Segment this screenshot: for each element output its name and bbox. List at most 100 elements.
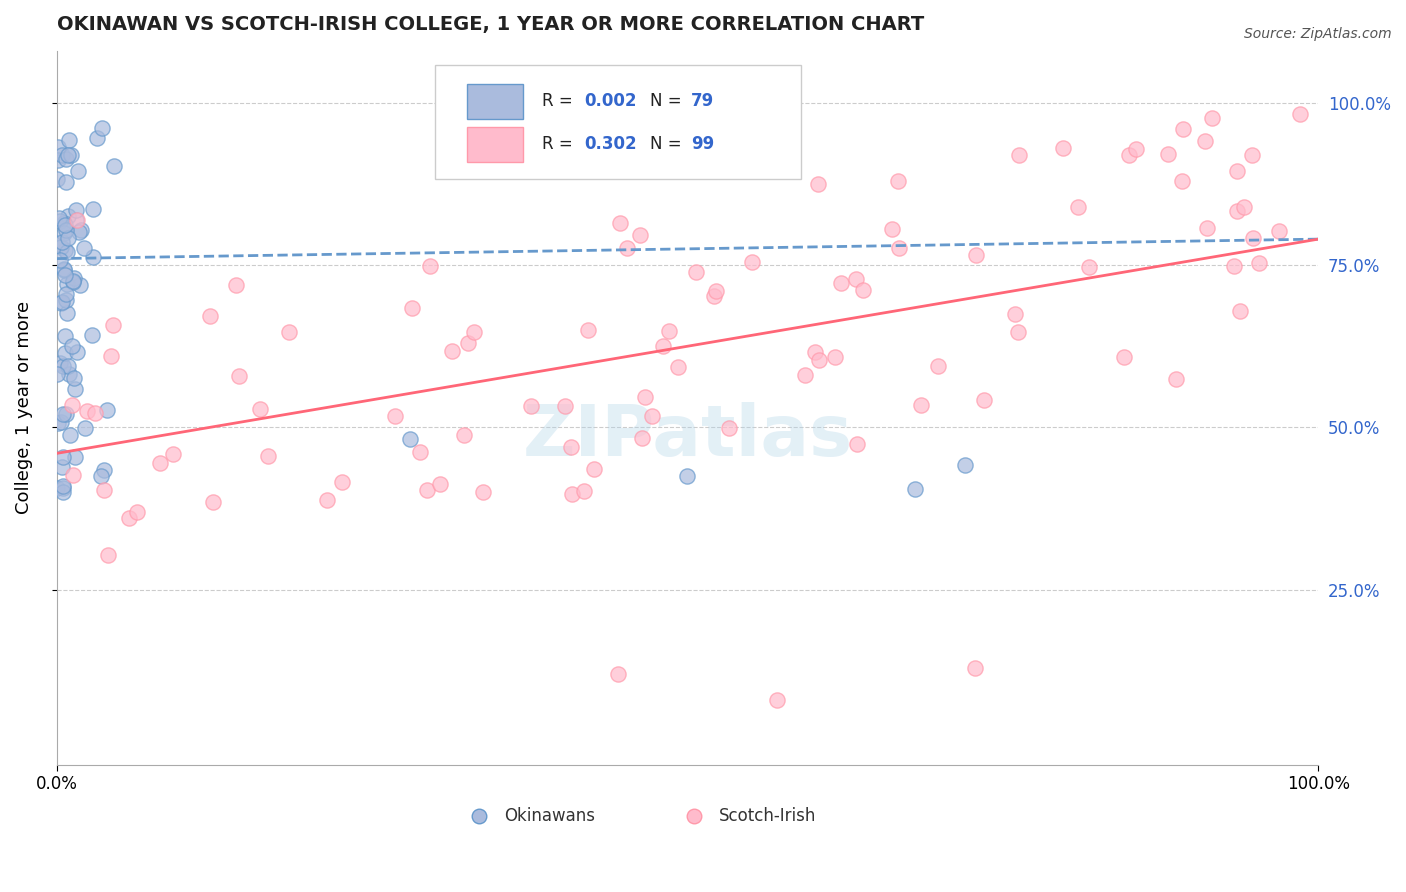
- Point: [53, 268, 76, 282]
- Point: [75, 420, 97, 434]
- Point: [953, 458, 976, 472]
- Point: [65, 213, 87, 227]
- Point: [90, 469, 112, 483]
- Point: [685, 265, 707, 279]
- Point: [51, 240, 73, 254]
- Point: [576, 323, 599, 337]
- Point: [880, 222, 903, 236]
- Point: [97, 549, 120, 563]
- Point: [82, 328, 104, 343]
- Point: [53, 219, 76, 233]
- Point: [1007, 325, 1029, 339]
- Point: [55, 293, 77, 308]
- Point: [641, 409, 664, 424]
- Text: OKINAWAN VS SCOTCH-IRISH COLLEGE, 1 YEAR OR MORE CORRELATION CHART: OKINAWAN VS SCOTCH-IRISH COLLEGE, 1 YEAR…: [56, 15, 924, 34]
- Point: [56, 231, 79, 245]
- Point: [46, 368, 69, 382]
- Point: [60, 339, 83, 353]
- Point: [1118, 147, 1140, 161]
- Point: [56, 148, 79, 162]
- Point: [46, 236, 69, 251]
- Point: [51, 148, 73, 162]
- Point: [886, 174, 908, 188]
- Point: [66, 345, 89, 359]
- Point: [52, 479, 75, 493]
- Point: [830, 276, 852, 290]
- Point: [69, 278, 91, 293]
- Point: [766, 693, 789, 707]
- Bar: [467, 85, 523, 119]
- Point: [62, 275, 84, 289]
- Point: [52, 216, 75, 230]
- Point: [46, 139, 69, 153]
- Point: [399, 432, 422, 446]
- Point: [100, 349, 122, 363]
- Point: [149, 456, 172, 470]
- Point: [658, 324, 681, 338]
- Point: [704, 285, 727, 299]
- Point: [62, 468, 84, 483]
- Point: [53, 346, 76, 360]
- Point: [52, 484, 75, 499]
- Point: [53, 329, 76, 343]
- Point: [66, 164, 89, 178]
- Text: 79: 79: [692, 92, 714, 110]
- Point: [845, 272, 868, 286]
- Point: [60, 398, 83, 412]
- Point: [927, 359, 949, 374]
- Text: Source: ZipAtlas.com: Source: ZipAtlas.com: [1244, 27, 1392, 41]
- Point: [58, 209, 80, 223]
- Point: [1004, 307, 1026, 321]
- Point: [804, 345, 827, 359]
- Point: [1164, 372, 1187, 386]
- Point: [409, 445, 432, 459]
- Point: [1052, 141, 1074, 155]
- Point: [257, 450, 280, 464]
- Point: [63, 450, 86, 464]
- Point: [651, 339, 673, 353]
- Point: [84, 406, 107, 420]
- Point: [1233, 200, 1256, 214]
- Point: [59, 147, 82, 161]
- Point: [607, 667, 630, 681]
- Text: N =: N =: [650, 135, 686, 153]
- Point: [56, 245, 79, 260]
- Text: R =: R =: [543, 135, 578, 153]
- Point: [1267, 224, 1289, 238]
- Point: [807, 352, 830, 367]
- Point: [58, 368, 80, 382]
- Point: [277, 325, 299, 339]
- Point: [1125, 142, 1147, 156]
- Point: [65, 382, 87, 396]
- Point: [65, 212, 87, 227]
- Point: [741, 254, 763, 268]
- Point: [824, 351, 846, 365]
- Point: [1157, 146, 1180, 161]
- Point: [441, 344, 464, 359]
- Point: [316, 493, 339, 508]
- Point: [228, 368, 250, 383]
- Point: [63, 271, 86, 285]
- Point: [1241, 147, 1264, 161]
- Point: [1201, 111, 1223, 125]
- Point: [416, 483, 439, 498]
- Point: [419, 259, 441, 273]
- Point: [53, 244, 76, 258]
- Point: [472, 485, 495, 500]
- Point: [520, 399, 543, 413]
- Point: [51, 235, 73, 249]
- Point: [70, 223, 93, 237]
- Point: [668, 360, 690, 375]
- Point: [554, 399, 576, 413]
- Point: [46, 172, 69, 186]
- Text: N =: N =: [650, 92, 686, 110]
- Point: [56, 359, 79, 373]
- Point: [63, 371, 86, 385]
- Point: [1008, 148, 1031, 162]
- Point: [1288, 107, 1310, 121]
- Point: [1226, 204, 1249, 219]
- Point: [59, 428, 82, 442]
- Point: [1171, 174, 1194, 188]
- Point: [56, 306, 79, 320]
- Point: [384, 409, 406, 423]
